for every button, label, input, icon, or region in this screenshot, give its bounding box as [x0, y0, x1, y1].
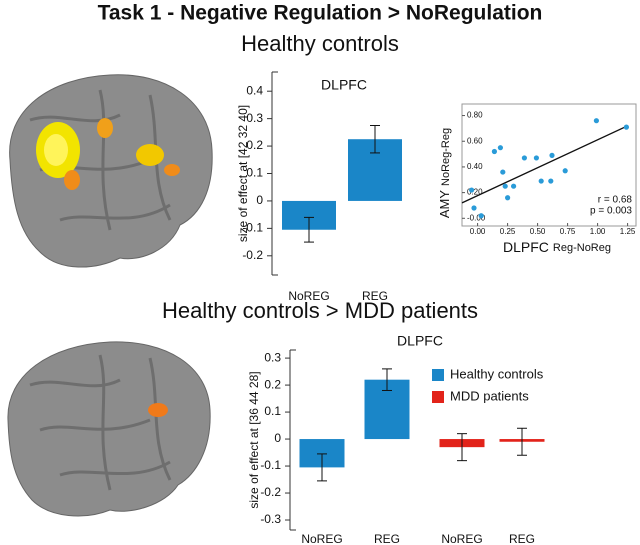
- scatter-point: [593, 118, 600, 124]
- x-tick-label: 1.25: [620, 227, 636, 236]
- x-tick-label: 1.00: [590, 227, 606, 236]
- annotation: r = 0.68: [598, 195, 633, 206]
- scatter-point: [510, 183, 517, 189]
- scatter-point: [491, 148, 497, 155]
- scatter-point: [471, 205, 477, 211]
- y-axis-label-sub: NoReg-Reg: [440, 128, 452, 186]
- x-tick-label: 0.00: [470, 227, 486, 236]
- y-tick-label: 0.60: [467, 136, 483, 145]
- y-tick-label: 0.3: [246, 111, 263, 125]
- section-title: Healthy controls: [241, 31, 399, 56]
- scatter-point: [505, 195, 511, 201]
- scatter-point: [549, 152, 555, 158]
- y-tick-label: -0.2: [260, 485, 281, 499]
- y-tick-label: 0.80: [467, 111, 483, 120]
- scatter-point: [623, 124, 630, 130]
- x-tick-label: NoREG: [441, 532, 482, 545]
- y-tick-label: -0.2: [242, 248, 263, 262]
- x-axis-label-sub: Reg-NoReg: [553, 242, 611, 254]
- x-tick-label: REG: [509, 532, 535, 545]
- y-tick-label: 0.3: [264, 350, 281, 364]
- y-tick-label: -0.1: [260, 458, 281, 472]
- legend-swatch: [432, 369, 444, 381]
- x-tick-label: NoREG: [288, 289, 329, 303]
- scatter-point: [500, 169, 506, 175]
- scatter-point: [533, 155, 540, 161]
- y-tick-label: -0.1: [242, 221, 263, 235]
- legend-label: MDD patients: [450, 388, 529, 403]
- scatter-point: [521, 155, 528, 161]
- chart-title: DLPFC: [321, 77, 367, 93]
- x-tick-label: 0.25: [500, 227, 516, 236]
- brain-image: [9, 74, 213, 268]
- x-tick-label: 0.50: [530, 227, 546, 236]
- legend-label: Healthy controls: [450, 366, 544, 381]
- scatter-point: [562, 168, 568, 174]
- scatter-point: [497, 145, 503, 151]
- x-tick-label: NoREG: [301, 532, 342, 545]
- y-axis-label: size of effect at [36 44 28]: [247, 371, 261, 508]
- y-tick-label: 0.20: [467, 188, 483, 197]
- figure-title: Task 1 - Negative Regulation > NoRegulat…: [98, 2, 543, 25]
- y-axis-label: AMY NoReg-Reg: [437, 128, 452, 218]
- y-tick-label: 0.2: [246, 138, 263, 152]
- y-axis-label: size of effect at [42 32 40]: [236, 105, 250, 242]
- error-bar: [457, 433, 467, 462]
- y-tick-label: 0.4: [246, 83, 263, 97]
- annotation: p = 0.003: [590, 206, 632, 217]
- error-bar: [517, 427, 527, 456]
- section-title: Healthy controls > MDD patients: [162, 298, 478, 323]
- y-tick-label: 0: [274, 431, 281, 445]
- brain-image: [7, 341, 211, 517]
- scatter-point: [548, 178, 554, 184]
- y-tick-label: 0.1: [246, 166, 263, 180]
- fit-line: [461, 125, 628, 204]
- y-tick-label: 0.40: [467, 162, 483, 171]
- error-bar: [382, 368, 392, 391]
- y-tick-label: -0.00: [467, 213, 486, 222]
- x-tick-label: REG: [374, 532, 400, 545]
- y-axis-label-main: AMY: [437, 190, 452, 219]
- y-tick-label: 0.1: [264, 404, 281, 418]
- y-tick-label: -0.3: [260, 512, 281, 526]
- y-tick-label: 0.2: [264, 377, 281, 391]
- chart-title: DLPFC: [397, 333, 443, 349]
- error-bar: [317, 453, 327, 482]
- legend-swatch: [432, 391, 444, 403]
- x-tick-label: REG: [362, 289, 388, 303]
- scatter-point: [469, 187, 475, 193]
- scatter-point: [478, 213, 484, 219]
- plot-frame: [461, 103, 637, 227]
- scatter-point: [538, 178, 544, 184]
- x-tick-label: 0.75: [560, 227, 576, 236]
- x-axis-label-main: DLPFC: [503, 239, 549, 255]
- scatter-point: [502, 183, 508, 189]
- y-tick-label: 0: [256, 193, 263, 207]
- error-bar: [370, 124, 380, 154]
- error-bar: [304, 216, 314, 243]
- x-axis-label: DLPFC Reg-NoReg: [503, 239, 611, 255]
